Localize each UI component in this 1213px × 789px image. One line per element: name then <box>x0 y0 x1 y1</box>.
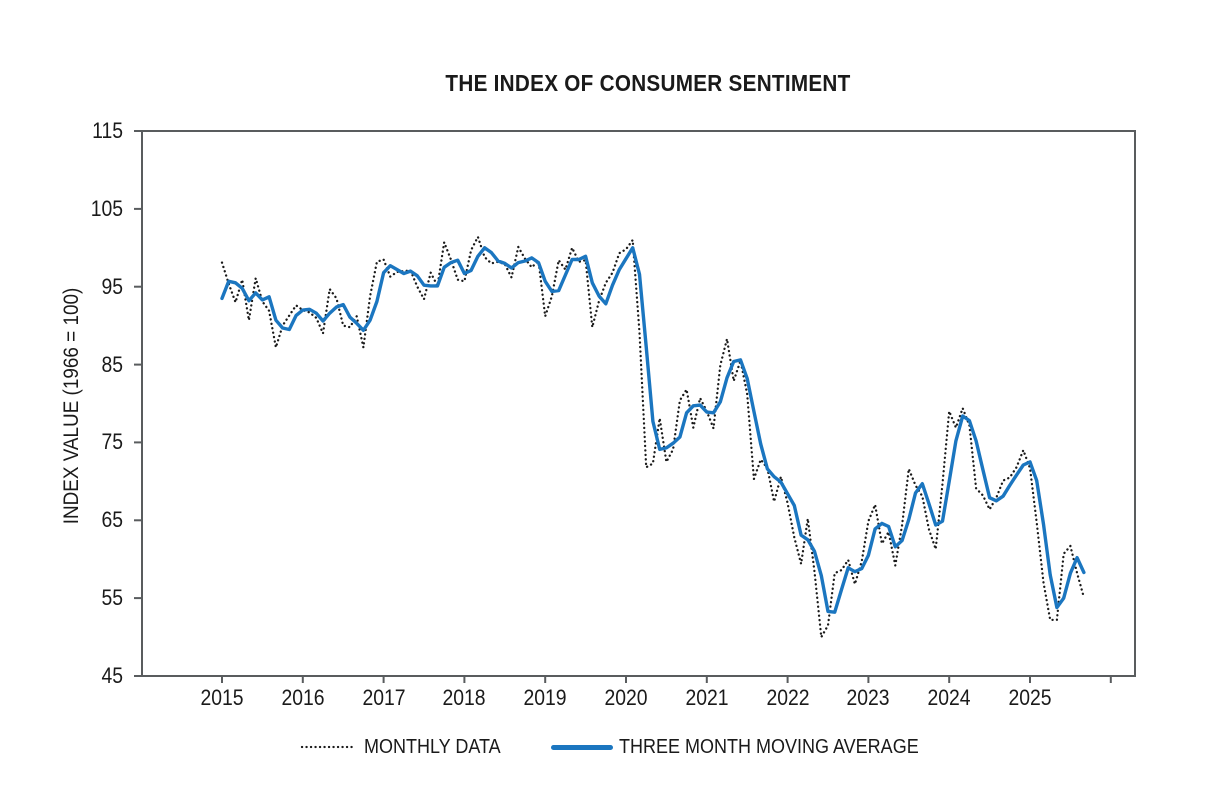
legend-label-monthly-data: MONTHLY DATA <box>364 736 501 758</box>
legend-label-moving-average: THREE MONTH MOVING AVERAGE <box>619 736 919 758</box>
y-tick-label: 75 <box>101 429 123 455</box>
monthly-data-line-swatch <box>300 745 354 749</box>
y-tick-label: 45 <box>101 663 123 688</box>
moving-average-line-swatch <box>551 745 613 750</box>
chart-title: THE INDEX OF CONSUMER SENTIMENT <box>445 70 851 96</box>
x-tick-label: 2015 <box>200 685 244 710</box>
y-tick-label: 65 <box>101 507 123 533</box>
x-tick-label: 2020 <box>604 685 648 710</box>
y-tick-label: 55 <box>101 585 123 611</box>
x-tick-label: 2022 <box>766 685 810 710</box>
x-tick-label: 2024 <box>927 685 971 710</box>
x-tick-label: 2023 <box>846 685 890 710</box>
x-tick-label: 2017 <box>362 685 406 710</box>
y-tick-label: 85 <box>101 351 123 377</box>
y-tick-label: 105 <box>90 195 123 221</box>
y-tick-label: 95 <box>101 273 123 299</box>
moving-average-line <box>220 246 1086 614</box>
monthly-data-line <box>220 235 1086 639</box>
x-tick-label: 2021 <box>685 685 729 710</box>
x-tick-label: 2025 <box>1008 685 1052 710</box>
x-tick-label: 2016 <box>281 685 325 710</box>
x-tick-label: 2019 <box>523 685 567 710</box>
y-tick-label: 115 <box>92 118 123 143</box>
plot-frame <box>141 130 1136 677</box>
x-tick-label: 2018 <box>442 685 486 710</box>
